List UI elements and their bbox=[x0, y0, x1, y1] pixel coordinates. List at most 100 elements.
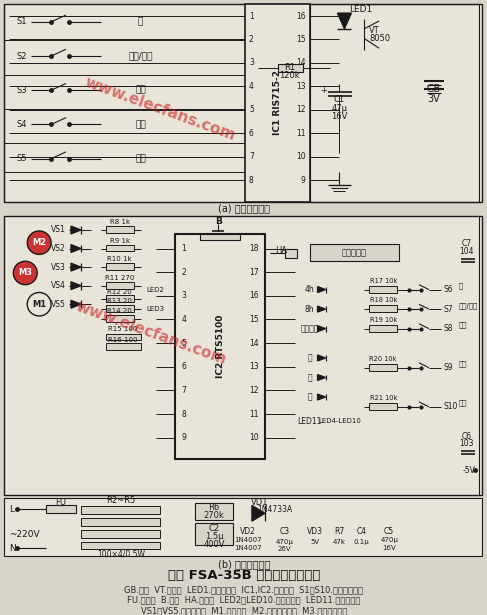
Bar bbox=[195, 502, 233, 520]
Text: 2: 2 bbox=[249, 35, 254, 44]
Text: VD2: VD2 bbox=[240, 527, 256, 536]
Text: 8h: 8h bbox=[305, 304, 315, 314]
Text: 470μ: 470μ bbox=[276, 539, 294, 545]
Bar bbox=[369, 403, 397, 410]
Bar bbox=[285, 248, 297, 258]
Bar bbox=[106, 295, 133, 303]
Text: +: + bbox=[320, 85, 327, 95]
Text: N: N bbox=[9, 544, 16, 553]
Text: S8: S8 bbox=[444, 324, 453, 333]
Text: 插头: 插头 bbox=[459, 400, 467, 406]
Text: M3: M3 bbox=[18, 269, 32, 277]
Text: 1: 1 bbox=[181, 244, 186, 253]
Text: 120k: 120k bbox=[280, 71, 300, 80]
Text: R17 10k: R17 10k bbox=[370, 278, 397, 284]
Text: 13: 13 bbox=[249, 362, 259, 371]
Text: 1N4007: 1N4007 bbox=[234, 537, 262, 542]
Text: R12 20: R12 20 bbox=[107, 288, 132, 295]
Text: 14: 14 bbox=[296, 58, 306, 68]
Polygon shape bbox=[71, 245, 81, 252]
Text: 16: 16 bbox=[296, 12, 306, 20]
Text: 3V: 3V bbox=[428, 94, 440, 104]
Text: IC2 RTS5100: IC2 RTS5100 bbox=[216, 314, 225, 378]
Text: R1: R1 bbox=[284, 63, 295, 73]
Text: M2: M2 bbox=[32, 238, 46, 247]
Text: R15 100: R15 100 bbox=[108, 326, 137, 331]
Text: 11: 11 bbox=[296, 129, 306, 138]
Text: 15: 15 bbox=[249, 315, 259, 324]
Text: 高: 高 bbox=[307, 392, 312, 402]
Bar bbox=[106, 263, 133, 270]
Text: (a) 遥控器电路图: (a) 遥控器电路图 bbox=[218, 204, 270, 213]
Text: C2: C2 bbox=[208, 525, 220, 533]
Text: LED4-LED10: LED4-LED10 bbox=[318, 418, 361, 424]
Text: 摇头: 摇头 bbox=[135, 154, 146, 163]
Text: R6: R6 bbox=[208, 503, 220, 512]
Text: 16V: 16V bbox=[382, 546, 396, 552]
Bar bbox=[4, 498, 482, 556]
Text: 2: 2 bbox=[181, 268, 186, 277]
Text: 启动/风速: 启动/风速 bbox=[129, 52, 153, 61]
Circle shape bbox=[13, 261, 37, 285]
Bar bbox=[369, 325, 397, 331]
Text: VS3: VS3 bbox=[51, 263, 66, 272]
Text: 风类显示: 风类显示 bbox=[300, 324, 319, 333]
Polygon shape bbox=[71, 300, 81, 308]
Text: 格力 FSA-35B 遥控台地扇电路图: 格力 FSA-35B 遥控台地扇电路图 bbox=[168, 569, 320, 582]
Text: 风类: 风类 bbox=[135, 85, 146, 95]
Text: 6: 6 bbox=[181, 362, 186, 371]
Bar bbox=[106, 282, 133, 288]
Text: C6: C6 bbox=[462, 432, 472, 440]
Bar bbox=[81, 530, 161, 538]
Text: 6: 6 bbox=[249, 129, 254, 138]
Bar bbox=[106, 333, 141, 340]
Bar bbox=[81, 518, 161, 526]
Text: HA: HA bbox=[275, 246, 287, 255]
Text: 定时: 定时 bbox=[459, 360, 467, 367]
Text: 16: 16 bbox=[249, 292, 259, 300]
Text: S7: S7 bbox=[444, 304, 453, 314]
Text: 0.1μ: 0.1μ bbox=[354, 539, 369, 545]
Text: R16 100: R16 100 bbox=[108, 338, 137, 343]
Text: C4: C4 bbox=[356, 527, 366, 536]
Text: 13: 13 bbox=[296, 82, 306, 91]
Text: 关: 关 bbox=[138, 17, 143, 26]
Text: 1N4007: 1N4007 bbox=[234, 546, 262, 552]
Bar bbox=[4, 4, 482, 202]
Text: R19 10k: R19 10k bbox=[370, 317, 397, 323]
Text: B: B bbox=[215, 216, 222, 226]
Text: 5: 5 bbox=[181, 339, 186, 347]
Bar bbox=[4, 216, 482, 494]
Text: ~220V: ~220V bbox=[9, 530, 40, 539]
Text: 14: 14 bbox=[249, 339, 259, 347]
Text: 1: 1 bbox=[249, 12, 254, 20]
Text: VS1: VS1 bbox=[51, 226, 66, 234]
Text: 5: 5 bbox=[249, 105, 254, 114]
Bar bbox=[81, 506, 161, 514]
Text: 9: 9 bbox=[301, 176, 306, 184]
Text: R9 1k: R9 1k bbox=[110, 238, 130, 244]
Bar bbox=[369, 364, 397, 371]
Text: VS2: VS2 bbox=[51, 244, 66, 253]
Text: 9: 9 bbox=[181, 433, 186, 442]
Bar bbox=[310, 244, 399, 261]
Text: 1.5μ: 1.5μ bbox=[205, 532, 224, 541]
Text: 16V: 16V bbox=[331, 112, 348, 121]
Text: LED3: LED3 bbox=[147, 306, 165, 312]
Text: 中: 中 bbox=[307, 373, 312, 382]
Text: R10 1k: R10 1k bbox=[108, 256, 132, 262]
Text: FU: FU bbox=[56, 498, 67, 507]
Text: VD1: VD1 bbox=[251, 498, 269, 507]
Text: LED2: LED2 bbox=[147, 287, 165, 293]
Text: 17: 17 bbox=[249, 268, 259, 277]
Text: www.elecfans.com: www.elecfans.com bbox=[83, 74, 238, 143]
Polygon shape bbox=[71, 263, 81, 271]
Text: 18: 18 bbox=[249, 244, 259, 253]
Text: 启动/风速: 启动/风速 bbox=[459, 302, 478, 309]
Text: 1N4733A: 1N4733A bbox=[257, 505, 293, 514]
Polygon shape bbox=[71, 282, 81, 290]
Text: 低: 低 bbox=[307, 354, 312, 362]
Text: R11 270: R11 270 bbox=[105, 275, 134, 281]
Polygon shape bbox=[318, 326, 325, 331]
Text: 3: 3 bbox=[249, 58, 254, 68]
